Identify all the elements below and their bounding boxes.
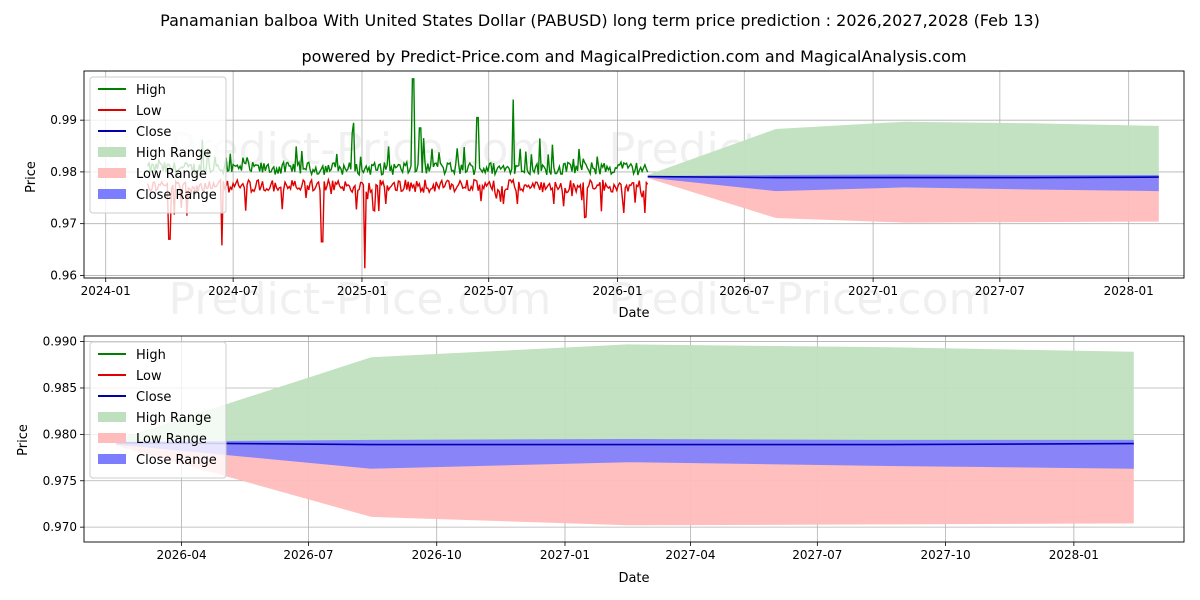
legend-label: High [136,83,166,98]
legend-swatch-patch [98,454,126,464]
x-tick-label: 2028-01 [1049,548,1099,562]
x-tick-label: 2024-01 [81,284,131,298]
y-tick-label: 0.97 [50,217,77,231]
x-tick-label: 2026-07 [719,284,769,298]
legend-label: Low Range [136,432,207,447]
close-series-line [647,175,1159,179]
chart-title: Panamanian balboa With United States Dol… [160,11,1040,30]
legend-label: Low [136,369,162,384]
x-tick-label: 2026-07 [283,548,333,562]
top-x-label: Date [618,306,649,321]
legend-swatch-patch [98,433,126,443]
x-tick-label: 2027-01 [848,284,898,298]
y-tick-label: 0.990 [43,335,77,349]
high-range-area [647,121,1159,178]
x-tick-label: 2027-10 [921,548,971,562]
high-series-line [147,78,649,178]
low-series-line [147,177,649,269]
y-tick-label: 0.98 [50,165,77,179]
x-tick-label: 2028-01 [1104,284,1154,298]
x-tick-label: 2027-01 [540,548,590,562]
close-series-line [116,441,1134,446]
y-tick-label: 0.985 [43,381,77,395]
y-tick-label: 0.96 [50,268,77,282]
y-tick-label: 0.980 [43,427,77,441]
legend-label: Low [136,104,162,119]
x-tick-label: 2025-01 [337,284,387,298]
x-tick-label: 2027-04 [665,548,715,562]
legend-swatch-patch [98,147,126,157]
legend-label: Close [136,125,171,140]
legend-swatch-patch [98,168,126,178]
bottom-x-label: Date [618,571,649,586]
close-range-area [647,174,1159,192]
legend-label: High Range [136,411,211,426]
legend-label: Low Range [136,167,207,182]
bottom-panel: Predict-Price.com Predict-Price.com Date… [16,335,1185,586]
x-tick-label: 2024-07 [208,284,258,298]
y-tick-label: 0.975 [43,474,77,488]
y-tick-label: 0.99 [50,113,77,127]
legend: High Low Close High Range Low Range Close Ran… [89,341,227,479]
x-tick-label: 2026-01 [592,284,642,298]
top-panel: Predict-Price.com Predict-Price.com Pred… [24,70,1185,325]
legend-label: Close Range [136,453,217,468]
legend: High Low Close High Range Low Range Close Ran… [89,76,227,214]
y-tick-label: 0.970 [43,520,77,534]
plot-frame [83,70,1185,279]
legend-label: Close Range [136,188,217,203]
plot-frame [83,335,1185,543]
top-y-label: Price [24,161,39,193]
x-tick-label: 2025-07 [464,284,514,298]
x-tick-label: 2026-04 [157,548,207,562]
x-tick-label: 2027-07 [792,548,842,562]
top-watermark-3: Predict-Price.com [169,274,552,325]
legend-label: High [136,348,166,363]
close-range-area [116,439,1134,469]
legend-label: High Range [136,146,211,161]
legend-swatch-patch [98,189,126,199]
legend-swatch-patch [98,412,126,422]
x-tick-label: 2027-07 [975,284,1025,298]
high-range-area [116,344,1134,445]
bottom-y-label: Price [16,424,31,456]
top-watermark-4: Predict-Price.com [609,274,992,325]
x-tick-label: 2026-10 [412,548,462,562]
chart-subtitle: powered by Predict-Price.com and Magical… [301,47,966,66]
legend-label: Close [136,390,171,405]
